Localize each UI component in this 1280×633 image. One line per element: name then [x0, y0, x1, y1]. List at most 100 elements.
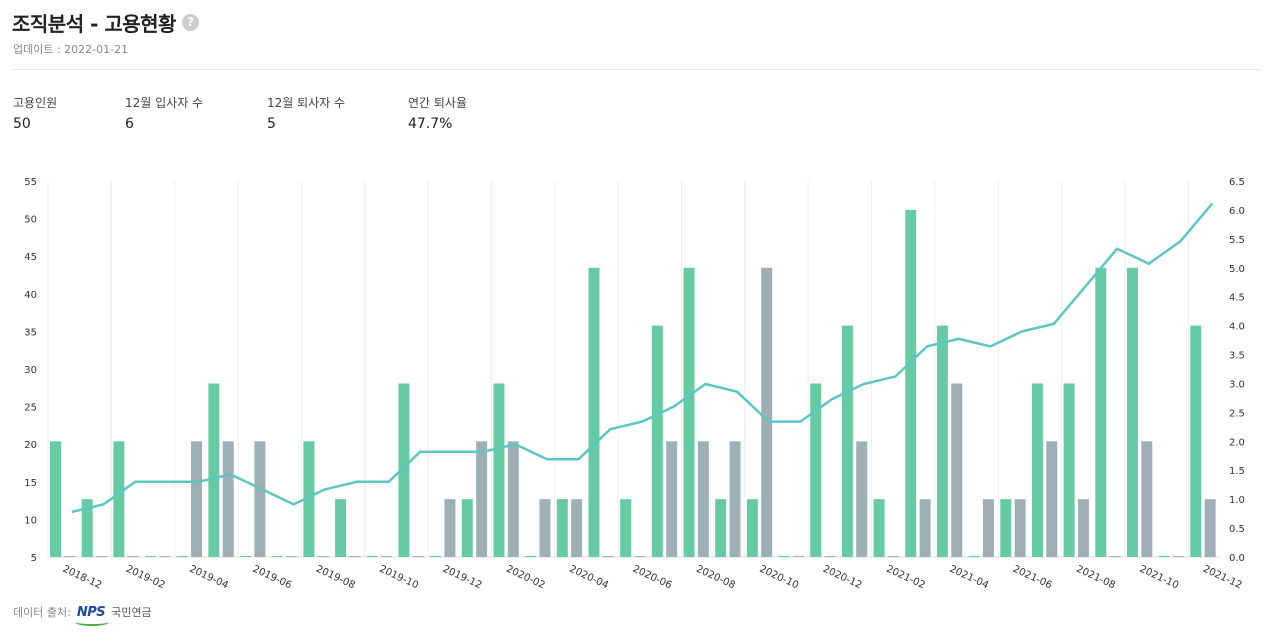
kpi-headcount: 고용인원 50 [13, 94, 57, 132]
leave-bar [761, 267, 773, 557]
leave-bar [729, 441, 741, 557]
leave-bar [286, 556, 298, 557]
kpi-value: 47.7% [408, 116, 453, 132]
hire-bar [176, 556, 188, 557]
leave-bar [792, 556, 804, 557]
leave-bar [1204, 499, 1216, 557]
kpi-label: 12월 입사자 수 [125, 96, 204, 110]
hire-bar [50, 441, 61, 557]
x-tick-label: 2019-02 [124, 564, 167, 592]
kpi-december-hires: 12월 입사자 수 6 [125, 94, 203, 132]
kpi-label: 고용인원 [13, 96, 58, 110]
leave-bar [127, 556, 139, 557]
hire-bar [208, 383, 220, 557]
y-left-tick-label: 5 [31, 553, 37, 564]
kpi-december-leavers: 12월 퇴사자 수 5 [267, 94, 345, 132]
hire-bar [810, 383, 822, 557]
hire-bar [746, 499, 758, 557]
leave-bar [159, 556, 171, 557]
y-left-tick-label: 25 [24, 403, 37, 414]
hire-bar [778, 556, 790, 557]
leave-bar [254, 441, 266, 557]
nps-logo-icon: NPS [74, 605, 109, 626]
leave-bar [666, 441, 678, 557]
hire-bar [303, 441, 315, 557]
x-tick-label: 2021-08 [1074, 564, 1117, 592]
headcount-line [71, 202, 1214, 514]
x-tick-label: 2021-04 [948, 564, 991, 592]
hire-bar [398, 383, 410, 557]
nps-org-name: 국민연금 [111, 606, 152, 619]
x-tick-label: 2020-10 [758, 564, 801, 592]
hire-bar [430, 556, 442, 557]
leave-bar [602, 556, 614, 557]
leave-bar [349, 556, 361, 557]
kpi-label: 연간 퇴사율 [408, 96, 468, 110]
hire-bar [1063, 383, 1075, 557]
hire-bar [841, 325, 853, 557]
y-right-tick-label: 0.5 [1229, 524, 1245, 535]
leave-bar [1141, 441, 1153, 557]
hire-bar [240, 556, 252, 557]
leave-bar [507, 441, 519, 557]
hire-bar [1031, 383, 1043, 557]
hire-bar [715, 499, 727, 557]
hire-bar [905, 209, 917, 557]
x-tick-label: 2020-06 [631, 564, 674, 592]
kpi-value: 6 [125, 116, 134, 132]
hire-bar [1000, 499, 1012, 557]
hire-bar [366, 556, 378, 557]
x-tick-label: 2019-08 [314, 564, 357, 592]
y-left-tick-label: 10 [24, 515, 37, 526]
hire-bar [588, 267, 600, 557]
y-right-tick-label: 3.5 [1229, 351, 1245, 362]
hire-bar [683, 267, 695, 557]
nps-logo: NPS 국민연금 [74, 604, 152, 626]
hire-bar [651, 325, 663, 557]
y-right-tick-label: 6.5 [1229, 177, 1245, 188]
hire-bar [335, 499, 347, 557]
y-right-tick-label: 4.5 [1229, 293, 1245, 304]
y-left-tick-label: 45 [24, 252, 37, 263]
y-right-tick-label: 1.0 [1229, 495, 1245, 506]
leave-bar [1014, 499, 1026, 557]
y-left-tick-label: 50 [24, 215, 37, 226]
page-title: 조직분석 - 고용현황 [12, 12, 176, 36]
leave-bar [64, 556, 76, 557]
x-tick-label: 2018-12 [61, 564, 104, 592]
hire-bar [1190, 325, 1202, 557]
y-right-tick-label: 2.0 [1229, 437, 1245, 448]
x-tick-label: 2021-06 [1011, 564, 1054, 592]
leave-bar [824, 556, 836, 557]
y-right-tick-label: 4.0 [1229, 322, 1245, 333]
x-tick-label: 2020-12 [821, 564, 864, 592]
hire-bar [620, 499, 632, 557]
y-left-tick-label: 55 [24, 177, 37, 188]
leave-bar [412, 556, 424, 557]
leave-bar [919, 499, 931, 557]
hire-bar [873, 499, 885, 557]
leave-bar [856, 441, 868, 557]
leave-bar [1077, 499, 1089, 557]
kpi-value: 5 [267, 116, 276, 132]
leave-bar [381, 556, 393, 557]
x-tick-label: 2019-12 [441, 564, 484, 592]
hire-bar [1158, 556, 1170, 557]
leave-bar [697, 441, 709, 557]
hire-bar [1126, 267, 1138, 557]
x-tick-label: 2019-06 [251, 564, 294, 592]
leave-bar [1172, 556, 1184, 557]
hire-bar [81, 499, 93, 557]
hire-bar [525, 556, 537, 557]
hire-bar [968, 556, 980, 557]
y-right-tick-label: 6.0 [1229, 206, 1245, 217]
leave-bar [476, 441, 488, 557]
x-tick-label: 2021-02 [884, 564, 927, 592]
help-icon[interactable]: ? [181, 14, 199, 31]
hire-bar [145, 556, 157, 557]
leave-bar [887, 556, 899, 557]
y-left-tick-label: 30 [24, 365, 37, 376]
x-tick-label: 2021-12 [1201, 564, 1244, 592]
y-right-tick-label: 5.5 [1229, 235, 1245, 246]
hire-bar [1095, 267, 1107, 557]
